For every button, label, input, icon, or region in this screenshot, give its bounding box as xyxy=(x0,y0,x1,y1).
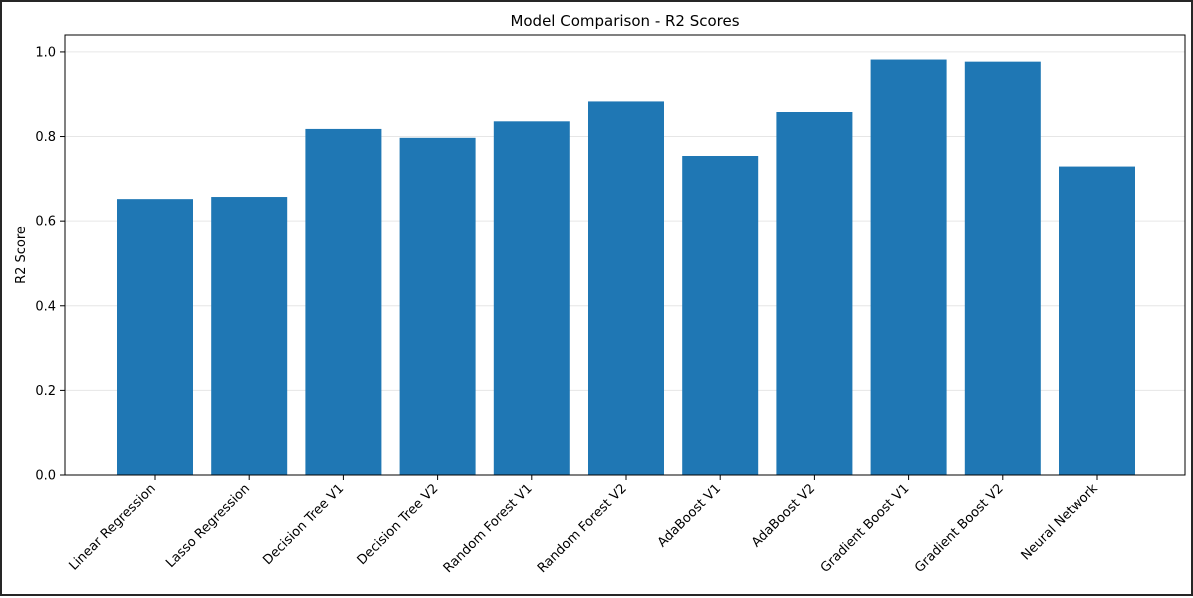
x-tick-label: Neural Network xyxy=(1019,481,1102,564)
x-tick-label: Random Forest V1 xyxy=(441,481,536,576)
bar xyxy=(211,197,288,476)
bar xyxy=(493,121,570,476)
y-tick-label: 0.0 xyxy=(35,469,56,484)
y-tick-label: 0.4 xyxy=(35,299,56,314)
bar xyxy=(1059,166,1135,476)
y-axis: 0.0 0.2 0.4 0.6 0.8 1.0 xyxy=(35,45,65,484)
x-tick-label: Decision Tree V1 xyxy=(260,481,347,568)
bar xyxy=(682,156,759,475)
bar xyxy=(964,61,1041,476)
x-tick-label: Gradient Boost V2 xyxy=(912,481,1007,576)
x-tick-label: AdaBoost V2 xyxy=(749,481,818,550)
x-tick-label: Linear Regression xyxy=(66,481,158,573)
bar xyxy=(588,101,664,475)
y-tick-label: 0.6 xyxy=(35,215,56,230)
bar xyxy=(870,59,947,476)
bar xyxy=(399,137,476,476)
y-tick-label: 0.2 xyxy=(35,384,56,399)
plot-area-frame xyxy=(64,34,1186,476)
x-tick-label: Random Forest V2 xyxy=(535,481,630,576)
bar xyxy=(776,112,853,475)
x-tick-label: AdaBoost V1 xyxy=(655,481,724,550)
y-tick-label: 0.8 xyxy=(35,130,56,145)
x-tick-label: Lasso Regression xyxy=(163,481,253,571)
chart-title: Model Comparison - R2 Scores xyxy=(510,12,739,30)
bars-group xyxy=(117,59,1135,476)
y-axis-label: R2 Score xyxy=(14,226,29,284)
x-axis: Linear Regression Lasso Regression Decisio… xyxy=(66,475,1101,576)
x-tick-label: Gradient Boost V1 xyxy=(818,481,913,576)
x-tick-label: Decision Tree V2 xyxy=(355,481,442,568)
bar xyxy=(117,199,193,475)
bar xyxy=(305,128,382,475)
y-tick-label: 1.0 xyxy=(35,45,56,60)
